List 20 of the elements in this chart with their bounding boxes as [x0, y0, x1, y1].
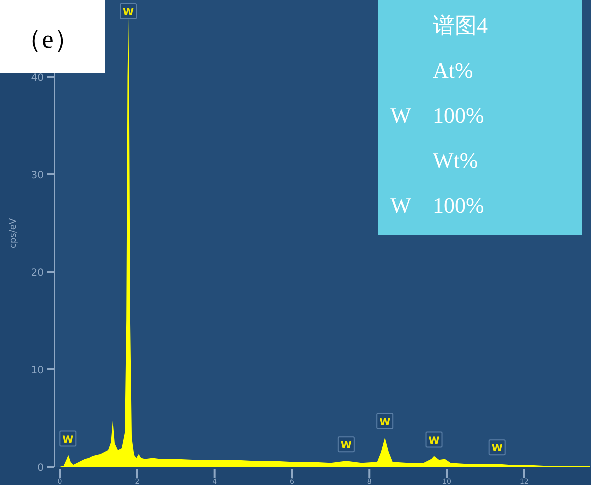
annotation: At% — [433, 58, 474, 83]
annotation: W — [390, 103, 412, 128]
y-tick-label: 10 — [31, 366, 44, 377]
annotation: W — [62, 434, 74, 446]
annotation: 100% — [433, 103, 484, 128]
y-tick-label: 0 — [38, 463, 44, 474]
y-axis-title: cps/eV — [9, 218, 19, 249]
y-tick-label: 40 — [31, 73, 44, 84]
annotation: W — [123, 8, 134, 18]
text: （e） — [16, 25, 80, 54]
annotation: W — [340, 440, 352, 452]
annotation: 100% — [433, 193, 484, 218]
y-tick-label: 20 — [31, 268, 44, 280]
annotation: W — [428, 436, 440, 447]
annotation: W — [380, 417, 391, 428]
annotation: 谱图4 — [433, 13, 488, 38]
annotation: W — [492, 444, 503, 455]
annotation: W — [390, 193, 412, 218]
annotation: Wt% — [433, 148, 478, 173]
y-tick-label: 30 — [31, 170, 44, 182]
